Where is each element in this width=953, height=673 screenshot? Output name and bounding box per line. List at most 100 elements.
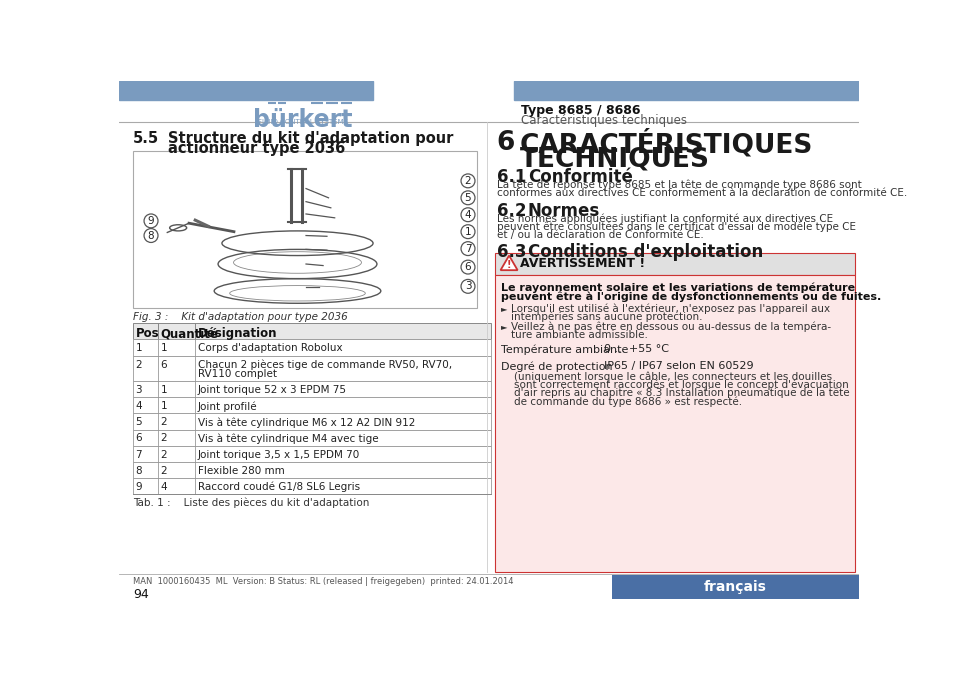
Text: Tab. 1 :    Liste des pièces du kit d'adaptation: Tab. 1 : Liste des pièces du kit d'adapt… xyxy=(133,497,369,508)
Text: français: français xyxy=(703,580,766,594)
Text: Le rayonnement solaire et les variations de température: Le rayonnement solaire et les variations… xyxy=(500,283,855,293)
Text: 6: 6 xyxy=(135,433,142,444)
Text: et / ou la déclaration de Conformité CE.: et / ou la déclaration de Conformité CE. xyxy=(497,230,702,240)
Text: Conditions d'exploitation: Conditions d'exploitation xyxy=(527,243,762,261)
Text: 0 ... +55 °C: 0 ... +55 °C xyxy=(603,344,668,354)
Text: 2: 2 xyxy=(464,176,471,186)
Text: 94: 94 xyxy=(133,588,149,601)
Text: 5: 5 xyxy=(464,192,471,203)
Text: 9: 9 xyxy=(148,216,154,226)
Text: Flexible 280 mm: Flexible 280 mm xyxy=(197,466,284,476)
Bar xyxy=(133,323,491,339)
Text: 2: 2 xyxy=(135,359,142,369)
Bar xyxy=(133,446,491,462)
Text: Veillez à ne pas être en dessous ou au-dessus de la tempéra-: Veillez à ne pas être en dessous ou au-d… xyxy=(510,322,830,332)
Circle shape xyxy=(460,174,475,188)
Text: 8: 8 xyxy=(148,231,154,240)
Text: ►: ► xyxy=(500,304,507,313)
Text: Structure du kit d'adaptation pour: Structure du kit d'adaptation pour xyxy=(168,131,453,146)
Text: 4: 4 xyxy=(464,210,471,220)
Text: 2: 2 xyxy=(160,417,167,427)
Text: conformes aux directives CE conformément à la déclaration de conformité CE.: conformes aux directives CE conformément… xyxy=(497,188,906,198)
Text: Corps d'adaptation Robolux: Corps d'adaptation Robolux xyxy=(197,343,342,353)
Text: Conformité: Conformité xyxy=(527,168,632,186)
Circle shape xyxy=(460,260,475,274)
Text: 1: 1 xyxy=(160,401,167,411)
Text: Raccord coudé G1/8 SL6 Legris: Raccord coudé G1/8 SL6 Legris xyxy=(197,482,359,493)
Polygon shape xyxy=(500,256,517,270)
Text: ►: ► xyxy=(500,322,507,332)
Text: 3: 3 xyxy=(135,385,142,395)
Text: 9: 9 xyxy=(135,482,142,492)
Text: 7: 7 xyxy=(135,450,142,460)
Text: d'air repris au chapitre « 8.3 Installation pneumatique de la tête: d'air repris au chapitre « 8.3 Installat… xyxy=(500,388,849,398)
Bar xyxy=(133,462,491,478)
Text: La tête de réponse type 8685 et la tête de commande type 8686 sont: La tête de réponse type 8685 et la tête … xyxy=(497,179,861,190)
Circle shape xyxy=(460,225,475,239)
Text: 6: 6 xyxy=(497,130,515,156)
Text: 4: 4 xyxy=(135,401,142,411)
Circle shape xyxy=(460,279,475,293)
Text: 6.2: 6.2 xyxy=(497,202,526,219)
Text: Fig. 3 :    Kit d'adaptation pour type 2036: Fig. 3 : Kit d'adaptation pour type 2036 xyxy=(133,312,348,322)
Text: Normes: Normes xyxy=(527,202,599,219)
Text: AVERTISSEMENT !: AVERTISSEMENT ! xyxy=(519,257,644,270)
Text: FLUID CONTROL SYSTEMS: FLUID CONTROL SYSTEMS xyxy=(257,119,348,125)
Circle shape xyxy=(460,208,475,221)
Text: 6.3: 6.3 xyxy=(497,243,526,261)
Text: 6: 6 xyxy=(160,359,167,369)
Text: Vis à tête cylindrique M6 x 12 A2 DIN 912: Vis à tête cylindrique M6 x 12 A2 DIN 91… xyxy=(197,417,415,428)
Bar xyxy=(133,339,491,355)
Bar xyxy=(133,397,491,413)
Text: !: ! xyxy=(506,260,511,270)
Text: actionneur type 2036: actionneur type 2036 xyxy=(168,141,345,156)
Text: 2: 2 xyxy=(160,433,167,444)
Text: Les normes appliquées justifiant la conformité aux directives CE: Les normes appliquées justifiant la conf… xyxy=(497,213,832,223)
Text: 2: 2 xyxy=(160,450,167,460)
Circle shape xyxy=(460,242,475,256)
Text: Désignation: Désignation xyxy=(197,327,276,340)
Text: 6: 6 xyxy=(464,262,471,272)
Text: intempéries sans aucune protection.: intempéries sans aucune protection. xyxy=(510,312,701,322)
Text: Pos: Pos xyxy=(135,327,159,340)
Bar xyxy=(514,81,858,100)
Text: 8: 8 xyxy=(135,466,142,476)
Text: 1: 1 xyxy=(464,227,471,237)
Text: 2: 2 xyxy=(160,466,167,476)
Text: 6.1: 6.1 xyxy=(497,168,525,186)
Text: ture ambiante admissible.: ture ambiante admissible. xyxy=(510,330,647,341)
Bar xyxy=(133,151,476,308)
Text: Vis à tête cylindrique M4 avec tige: Vis à tête cylindrique M4 avec tige xyxy=(197,433,377,444)
Text: 1: 1 xyxy=(160,343,167,353)
Text: (uniquement lorsque le câble, les connecteurs et les douilles: (uniquement lorsque le câble, les connec… xyxy=(500,371,832,382)
Text: peuvent être consultées dans le certificat d'essai de modèle type CE: peuvent être consultées dans le certific… xyxy=(497,221,855,232)
Bar xyxy=(495,275,855,572)
Bar xyxy=(133,413,491,429)
Text: de commande du type 8686 » est respecté.: de commande du type 8686 » est respecté. xyxy=(500,396,741,407)
Bar xyxy=(133,355,491,381)
Bar xyxy=(133,429,491,446)
Bar xyxy=(133,478,491,494)
Text: Degré de protection: Degré de protection xyxy=(500,361,613,371)
Text: bürkert: bürkert xyxy=(253,108,353,132)
Text: Joint torique 3,5 x 1,5 EPDM 70: Joint torique 3,5 x 1,5 EPDM 70 xyxy=(197,450,359,460)
Text: TECHNIQUES: TECHNIQUES xyxy=(519,147,709,173)
Text: 3: 3 xyxy=(464,281,471,291)
Text: Chacun 2 pièces tige de commande RV50, RV70,: Chacun 2 pièces tige de commande RV50, R… xyxy=(197,359,451,370)
Circle shape xyxy=(460,191,475,205)
Text: MAN  1000160435  ML  Version: B Status: RL (released | freigegeben)  printed: 24: MAN 1000160435 ML Version: B Status: RL … xyxy=(133,577,513,586)
Circle shape xyxy=(144,229,158,242)
Text: Lorsqu'il est utilisé à l'extérieur, n'exposez pas l'appareil aux: Lorsqu'il est utilisé à l'extérieur, n'e… xyxy=(510,304,829,314)
Text: 1: 1 xyxy=(160,385,167,395)
Bar xyxy=(119,81,373,100)
Text: 7: 7 xyxy=(464,244,471,254)
Text: Quantité: Quantité xyxy=(160,327,218,340)
Text: 5.5: 5.5 xyxy=(133,131,159,146)
Text: sont correctement raccordés et lorsque le concept d'évacuation: sont correctement raccordés et lorsque l… xyxy=(500,380,848,390)
Bar xyxy=(133,381,491,397)
Circle shape xyxy=(144,214,158,228)
Bar xyxy=(612,575,858,599)
Text: Joint profilé: Joint profilé xyxy=(197,401,257,412)
Text: peuvent être à l'origine de dysfonctionnements ou de fuites.: peuvent être à l'origine de dysfonctionn… xyxy=(500,291,881,302)
Text: Type 8685 / 8686: Type 8685 / 8686 xyxy=(520,104,639,117)
